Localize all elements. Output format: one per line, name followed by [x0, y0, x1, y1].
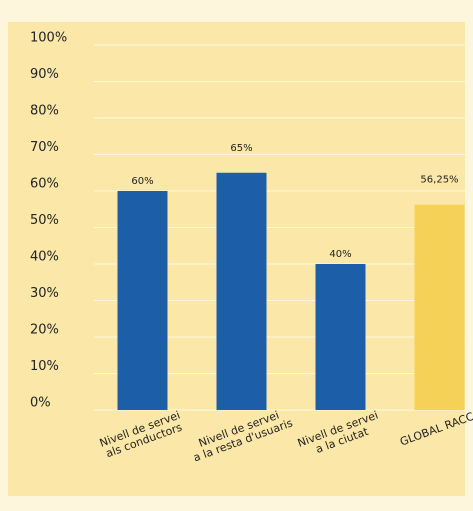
y-tick-label: 20%	[30, 323, 59, 338]
y-tick-label: 90%	[30, 67, 59, 82]
y-tick-label: 10%	[30, 359, 59, 374]
bar	[216, 172, 267, 410]
bar	[315, 264, 366, 410]
value-label: 60%	[131, 176, 153, 187]
y-tick-label: 80%	[30, 104, 59, 119]
value-label: 56,25%	[420, 175, 458, 186]
y-tick-label: 40%	[30, 250, 59, 265]
y-tick-label: 100%	[30, 31, 67, 46]
y-tick-label: 60%	[30, 177, 59, 192]
y-tick-label: 0%	[30, 396, 51, 411]
bar	[414, 204, 465, 410]
y-tick-label: 50%	[30, 213, 59, 228]
y-tick-label: 30%	[30, 286, 59, 301]
y-tick-label: 70%	[30, 140, 59, 155]
value-label: 40%	[329, 249, 351, 260]
value-label: 65%	[230, 143, 252, 154]
bar	[117, 191, 168, 410]
